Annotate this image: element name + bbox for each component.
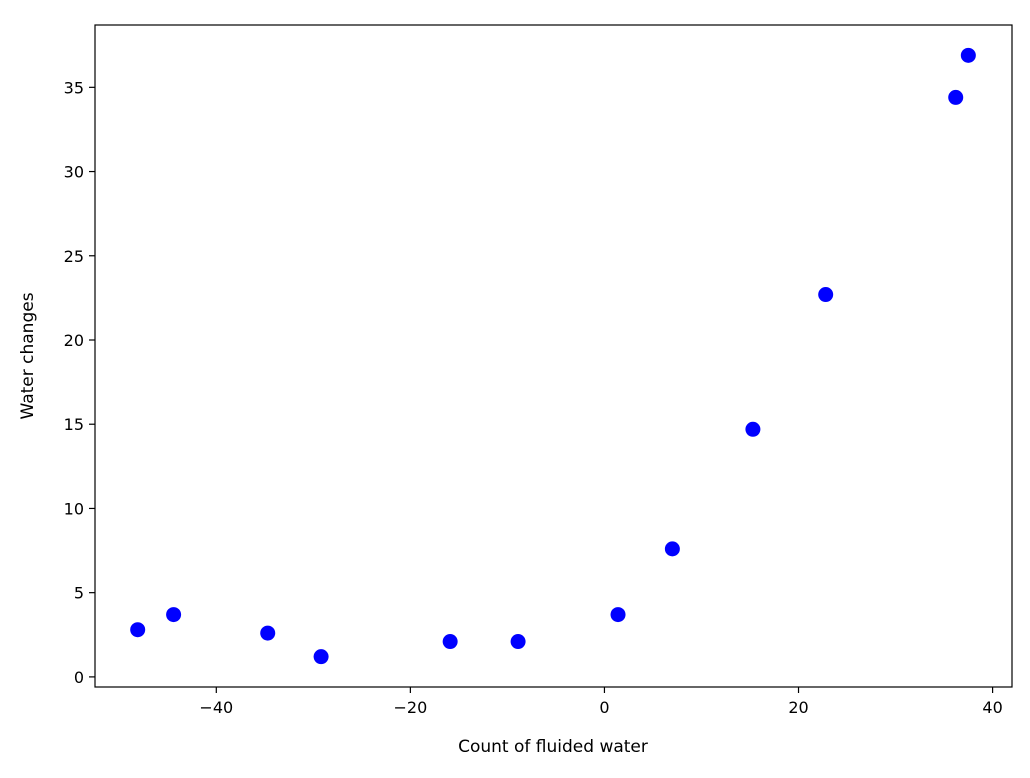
y-tick-label: 35	[64, 78, 84, 97]
plot-area	[94, 24, 1013, 688]
data-point	[610, 607, 626, 623]
y-tick-label: 5	[74, 584, 84, 603]
data-point	[130, 622, 146, 638]
data-point	[166, 607, 182, 623]
y-tick-label: 30	[64, 163, 84, 182]
x-axis-label: Count of fluided water	[458, 737, 648, 757]
y-axis-label: Water changes	[18, 292, 38, 419]
x-tick-label: −40	[199, 698, 233, 717]
x-tick-label: 20	[788, 698, 808, 717]
data-point	[442, 634, 458, 650]
data-point	[818, 287, 834, 303]
x-tick-label: 40	[982, 698, 1002, 717]
y-tick-label: 20	[64, 331, 84, 350]
data-point	[260, 625, 276, 641]
data-point	[960, 47, 976, 63]
y-tick-label: 25	[64, 247, 84, 266]
data-point	[745, 421, 761, 437]
x-tick-label: −20	[393, 698, 427, 717]
data-points	[130, 47, 976, 665]
y-tick-label: 15	[64, 415, 84, 434]
data-point	[510, 634, 526, 650]
y-axis-ticks: 0 5 10 15 20 25 30 35	[64, 78, 95, 687]
y-tick-label: 10	[64, 499, 84, 518]
y-tick-label: 0	[74, 668, 84, 687]
x-tick-label: 0	[599, 698, 609, 717]
data-point	[664, 541, 680, 557]
x-axis-ticks: −40 −20 0 20 40	[199, 687, 1003, 717]
data-point	[948, 89, 964, 105]
data-point	[313, 649, 329, 665]
